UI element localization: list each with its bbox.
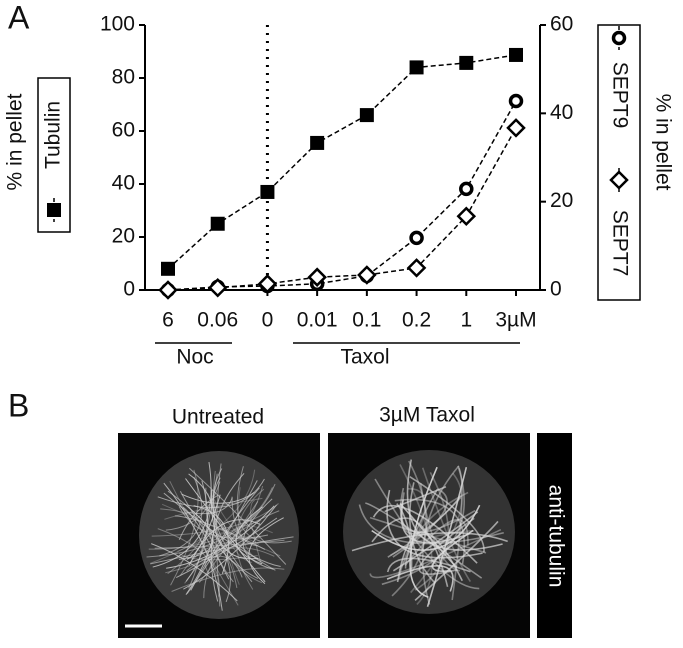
x-tick-label: 0.01	[297, 309, 338, 332]
y2-tick-label: 60	[550, 13, 573, 36]
x-tick-label: 0.06	[197, 309, 238, 332]
y-axis-label: % in pellet	[4, 93, 27, 190]
y2-axis-label: % in pellet	[651, 94, 674, 191]
side-label: anti-tubulin	[544, 485, 567, 588]
legend-label: SEPT9	[608, 62, 631, 129]
marker	[406, 258, 427, 278]
marker	[260, 184, 275, 199]
marker	[509, 47, 523, 62]
legend-label: Tubulin	[42, 101, 65, 169]
marker	[409, 230, 424, 246]
y2-tick-label: 0	[550, 278, 562, 301]
side-label-box	[537, 433, 572, 638]
y2-tick-label: 20	[550, 189, 573, 212]
marker	[357, 265, 377, 285]
marker	[409, 60, 424, 75]
marker	[508, 93, 524, 109]
marker	[310, 135, 325, 150]
legend-box	[37, 77, 71, 233]
y-tick-label: 100	[100, 13, 135, 36]
y-tick-label: 20	[112, 225, 135, 248]
x-tick-label: 0.1	[352, 309, 381, 332]
marker	[158, 280, 178, 300]
y-tick-label: 0	[123, 278, 135, 301]
image-title: Untreated	[172, 406, 264, 429]
image-title: 3µM Taxol	[379, 404, 475, 427]
y-tick-label: 60	[112, 119, 135, 142]
fibers	[146, 461, 294, 611]
cell	[343, 450, 515, 614]
marker	[611, 30, 627, 46]
x-tick-label: 3µM	[495, 309, 536, 332]
legend-box	[597, 24, 641, 301]
series-line	[167, 127, 517, 291]
marker	[47, 203, 61, 217]
y-tick-label: 80	[112, 66, 135, 89]
marker	[257, 274, 278, 294]
group-label: Noc	[176, 346, 213, 369]
marker	[506, 118, 526, 138]
marker	[456, 206, 477, 227]
marker	[609, 170, 629, 190]
x-tick-label: 6	[162, 309, 174, 332]
y2-tick-label: 40	[550, 101, 573, 124]
panel-letter: A	[8, 0, 30, 35]
x-tick-label: 0.2	[402, 309, 431, 332]
series-line	[167, 54, 517, 270]
marker	[307, 267, 327, 287]
panel-letter: B	[8, 387, 29, 423]
marker	[207, 278, 228, 298]
y-tick-label: 40	[112, 172, 135, 195]
marker	[459, 181, 474, 197]
marker	[210, 216, 225, 231]
group-label: Taxol	[340, 346, 389, 369]
legend-label: SEPT7	[608, 210, 631, 277]
x-tick-label: 0	[262, 309, 274, 332]
marker	[359, 108, 374, 123]
marker	[161, 261, 175, 276]
x-tick-label: 1	[460, 309, 472, 332]
fibers	[351, 459, 508, 608]
marker	[459, 55, 474, 70]
